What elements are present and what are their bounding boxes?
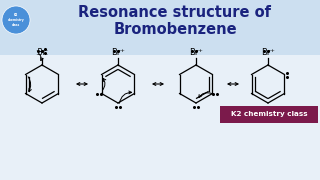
Circle shape	[2, 6, 30, 34]
Text: Bromobenzene: Bromobenzene	[113, 21, 237, 37]
Text: :Br:: :Br:	[36, 48, 49, 57]
Text: Br⁺: Br⁺	[111, 48, 125, 57]
Text: K2
chemistry
class: K2 chemistry class	[8, 13, 24, 27]
Text: Br⁺: Br⁺	[261, 48, 275, 57]
Bar	[0, 0, 320, 55]
Text: Br⁺: Br⁺	[189, 48, 203, 57]
FancyBboxPatch shape	[220, 105, 317, 123]
Text: K2 chemistry class: K2 chemistry class	[231, 111, 307, 117]
Text: Resonance structure of: Resonance structure of	[78, 4, 271, 19]
